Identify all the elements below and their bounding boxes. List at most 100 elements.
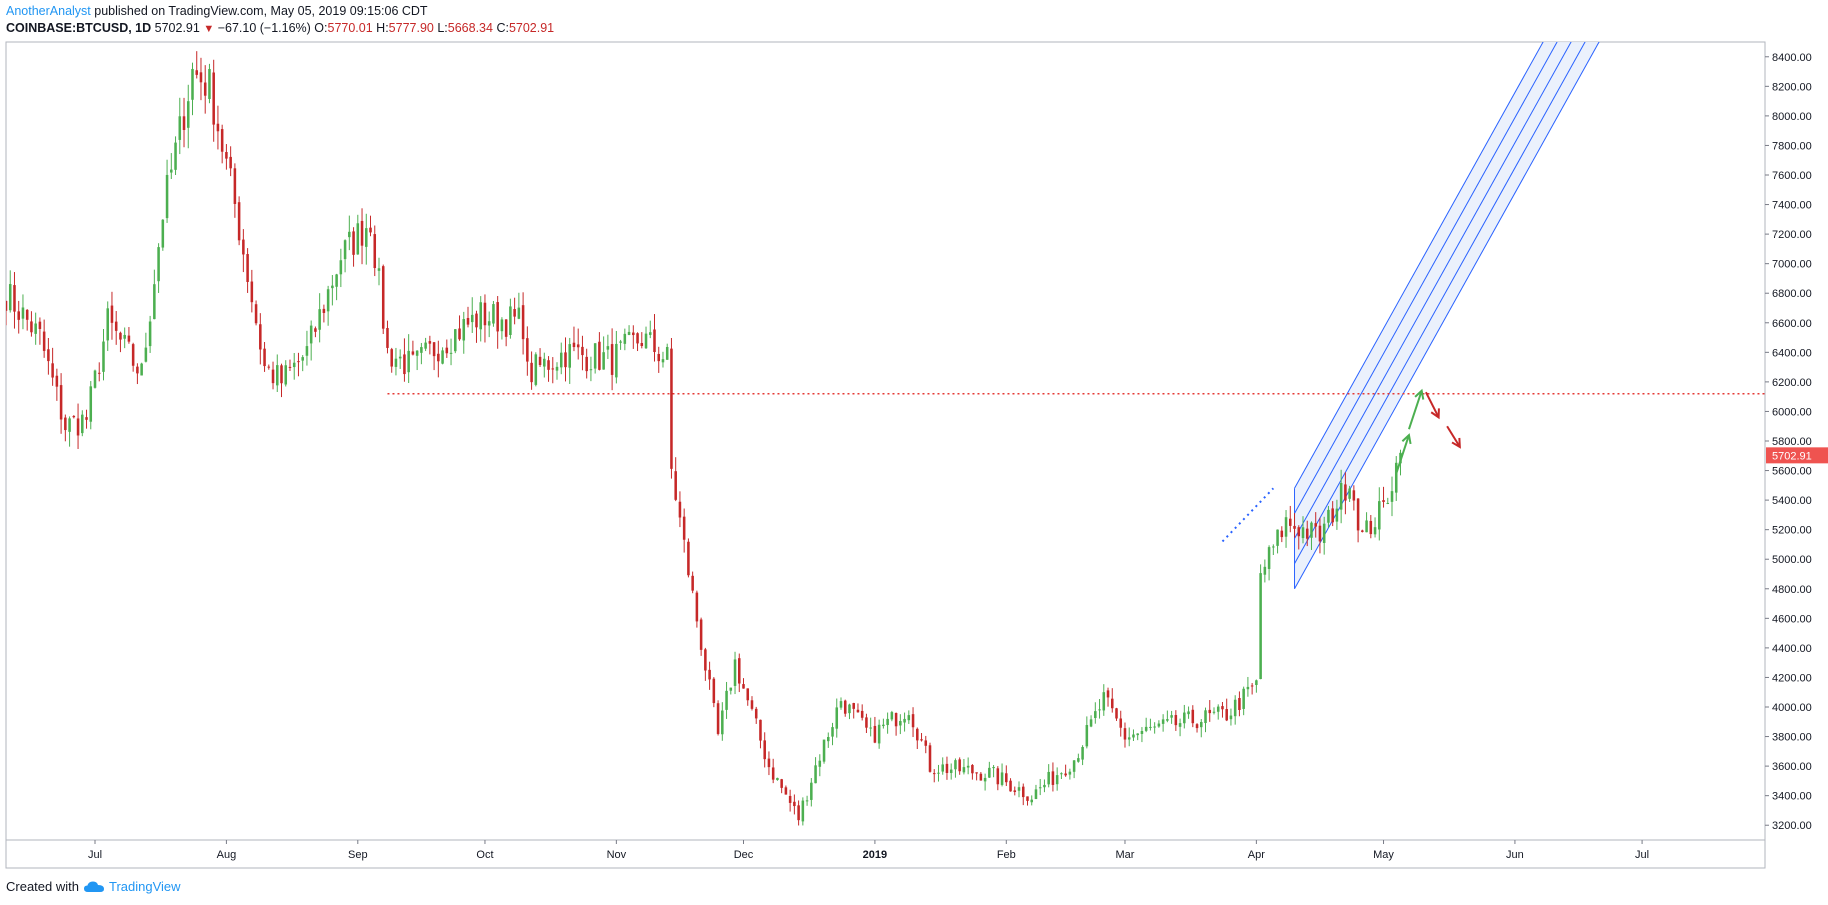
candle-body <box>835 707 839 729</box>
author-link[interactable]: AnotherAnalyst <box>6 4 91 18</box>
channel-line[interactable] <box>1294 0 1744 590</box>
red-arrow-shaft[interactable] <box>1425 391 1440 418</box>
candle-body <box>161 219 165 248</box>
candle-body <box>818 760 822 767</box>
green-arrow-icon[interactable] <box>1414 388 1425 400</box>
green-arrow-shaft[interactable] <box>1395 434 1410 474</box>
channel-line[interactable] <box>1294 0 1744 564</box>
candle-body <box>254 304 258 324</box>
candle-body <box>301 357 304 361</box>
candle-body <box>691 575 694 591</box>
candle-body <box>30 321 33 333</box>
candle-body <box>1378 501 1381 530</box>
candle-body <box>1051 771 1055 785</box>
candle-body <box>1200 722 1203 728</box>
candle-body <box>331 285 334 289</box>
candle-body <box>1386 502 1390 504</box>
candle-body <box>1127 737 1131 740</box>
candle-body <box>1094 711 1097 718</box>
candle-body <box>911 714 915 728</box>
candle-body <box>805 800 809 802</box>
symbol-label[interactable]: COINBASE:BTCUSD, 1D <box>6 21 152 35</box>
candle-body <box>954 760 957 770</box>
candle-body <box>339 260 343 275</box>
candles <box>6 51 1402 826</box>
candle-body <box>1229 715 1233 720</box>
candle-body <box>1284 517 1288 537</box>
candle-body <box>144 347 148 362</box>
candle-body <box>983 777 987 782</box>
candle-body <box>445 347 449 354</box>
candle-body <box>170 169 173 173</box>
candle-body <box>920 739 923 741</box>
green-arrow-icon[interactable] <box>1401 433 1412 445</box>
candle-body <box>415 350 419 356</box>
candle-body <box>76 418 80 436</box>
candle-body <box>966 765 970 768</box>
candle-body <box>229 156 232 169</box>
channel-line[interactable] <box>1294 0 1744 489</box>
candle-body <box>822 739 826 762</box>
tradingview-link[interactable]: TradingView <box>108 879 181 894</box>
candle-body <box>1136 733 1139 736</box>
candle-body <box>979 773 983 781</box>
red-arrow-icon[interactable] <box>1451 437 1461 449</box>
candle-body <box>51 363 54 378</box>
red-arrow-icon[interactable] <box>1430 408 1440 420</box>
price-axis-label: 5400.00 <box>1772 495 1812 507</box>
candle-body <box>1166 719 1169 721</box>
candle-body <box>381 266 385 329</box>
candle-body <box>411 351 415 355</box>
candle-body <box>903 718 906 723</box>
candle-body <box>521 305 525 340</box>
candle-body <box>1110 698 1114 709</box>
candle-body <box>1170 715 1173 718</box>
price-axis-label: 5800.00 <box>1772 436 1812 448</box>
time-axis-label: Apr <box>1248 849 1265 861</box>
channel-line[interactable] <box>1294 0 1744 514</box>
channel-line[interactable] <box>1294 0 1744 539</box>
time-axis[interactable]: Jul Aug Sep Oct Nov Dec 2019 Feb Mar Apr May Jun Jul <box>88 840 1649 861</box>
candle-body <box>1026 796 1029 801</box>
candle-body <box>746 688 750 701</box>
candle-body <box>102 341 105 372</box>
candle-body <box>1318 525 1322 542</box>
candle-body <box>1043 784 1046 788</box>
parallel-channel[interactable] <box>1294 0 1744 590</box>
green-arrow-shaft[interactable] <box>1408 390 1423 430</box>
candle-body <box>585 356 588 372</box>
candle-body <box>886 718 889 726</box>
candle-body <box>390 349 393 367</box>
red-arrow-shaft[interactable] <box>1446 425 1461 448</box>
candle-body <box>1344 484 1347 501</box>
tradingview-cloud-icon <box>83 881 104 892</box>
low-label: L: <box>437 21 448 35</box>
candle-body <box>242 239 245 255</box>
publish-info: AnotherAnalyst published on TradingView.… <box>6 4 428 18</box>
candle-body <box>576 344 580 348</box>
candle-body <box>687 541 690 576</box>
price-axis[interactable]: 3200.00 3400.00 3600.00 3800.00 4000.00 4200.… <box>1765 52 1828 832</box>
candle-body <box>1225 709 1228 721</box>
candle-body <box>1068 771 1072 775</box>
candle-body <box>174 142 177 170</box>
candle-body <box>1263 566 1267 575</box>
candle-body <box>496 302 499 332</box>
candle-body <box>1352 490 1356 501</box>
candle-body <box>1348 488 1351 499</box>
candle-body <box>1191 709 1195 724</box>
annotations[interactable] <box>1221 388 1461 543</box>
candle-body <box>208 68 211 100</box>
candle-body <box>365 228 368 247</box>
price-change: −67.10 (−1.16%) <box>217 21 311 35</box>
candle-body <box>882 724 885 727</box>
candle-body <box>712 678 716 704</box>
price-axis-label: 4600.00 <box>1772 613 1812 625</box>
candle-body <box>259 324 262 350</box>
candle-body <box>1047 771 1050 785</box>
candle-body <box>1361 530 1364 532</box>
candle-body <box>275 365 279 386</box>
dotted-trend-line[interactable] <box>1221 487 1275 543</box>
price-axis-label: 5200.00 <box>1772 525 1812 537</box>
